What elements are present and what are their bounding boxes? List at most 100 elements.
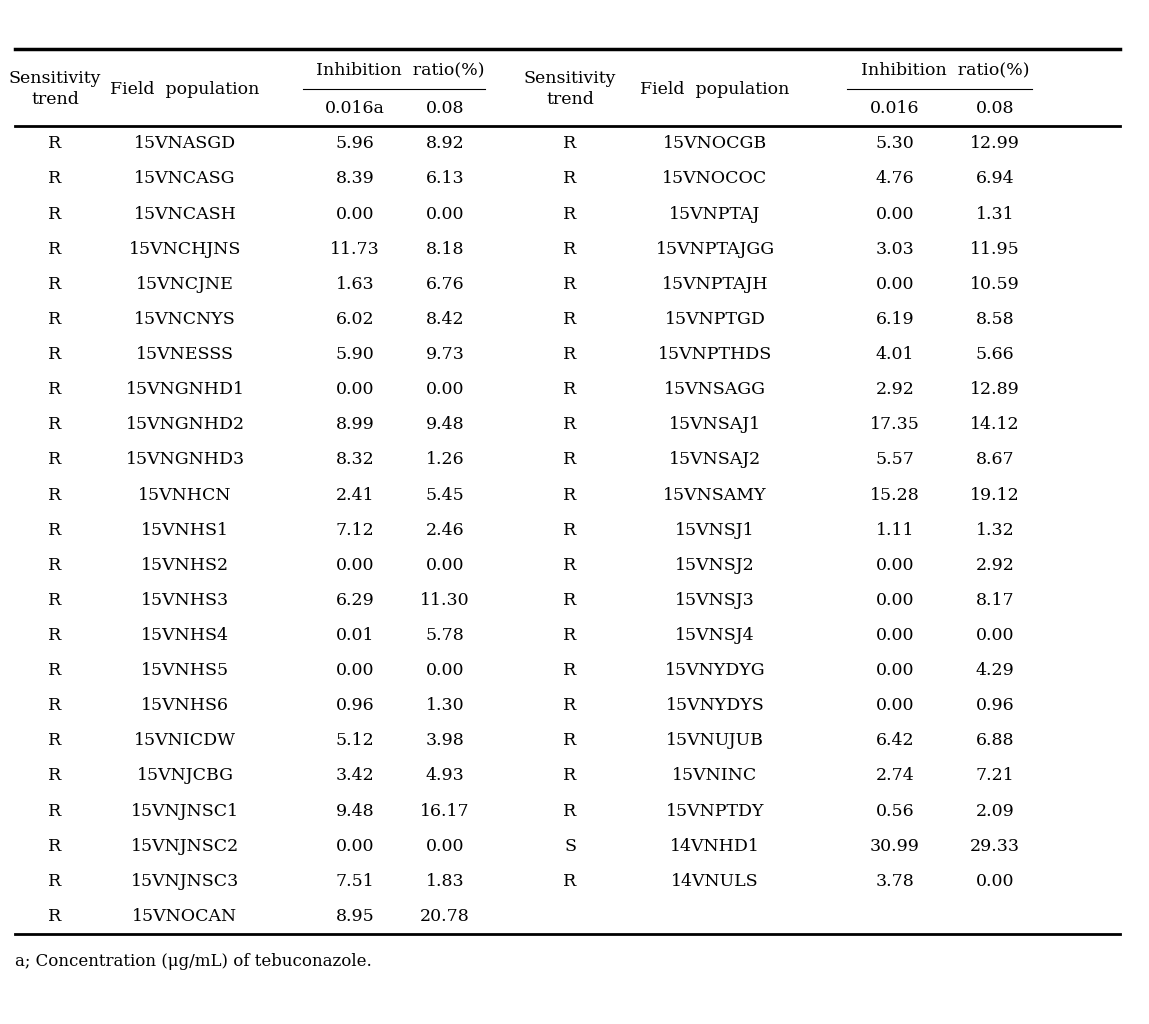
Text: 2.41: 2.41 — [336, 486, 375, 504]
Text: R: R — [48, 241, 62, 258]
Text: 6.88: 6.88 — [976, 732, 1015, 750]
Text: 8.99: 8.99 — [336, 417, 375, 433]
Text: 15VNUJUB: 15VNUJUB — [666, 732, 764, 750]
Text: 15VNSJ2: 15VNSJ2 — [676, 557, 755, 573]
Text: 29.33: 29.33 — [970, 838, 1020, 855]
Text: 15VNJNSC1: 15VNJNSC1 — [131, 803, 239, 819]
Text: R: R — [563, 135, 577, 153]
Text: R: R — [48, 206, 62, 222]
Text: R: R — [48, 627, 62, 644]
Text: R: R — [48, 767, 62, 784]
Text: 0.00: 0.00 — [426, 838, 464, 855]
Text: R: R — [563, 346, 577, 364]
Text: 0.00: 0.00 — [876, 275, 915, 293]
Text: 15VNPTAJGG: 15VNPTAJGG — [655, 241, 774, 258]
Text: R: R — [563, 241, 577, 258]
Text: 8.17: 8.17 — [976, 592, 1015, 609]
Text: 3.98: 3.98 — [425, 732, 464, 750]
Text: 8.92: 8.92 — [425, 135, 464, 153]
Text: 5.57: 5.57 — [876, 452, 915, 468]
Text: 10.59: 10.59 — [970, 275, 1020, 293]
Text: 0.01: 0.01 — [336, 627, 375, 644]
Text: Sensitivity
trend: Sensitivity trend — [524, 71, 616, 109]
Text: R: R — [48, 346, 62, 364]
Text: R: R — [563, 697, 577, 714]
Text: 0.00: 0.00 — [336, 206, 375, 222]
Text: 0.56: 0.56 — [876, 803, 915, 819]
Text: 15VNINC: 15VNINC — [672, 767, 757, 784]
Text: 5.45: 5.45 — [425, 486, 464, 504]
Text: 0.00: 0.00 — [426, 663, 464, 679]
Text: 5.12: 5.12 — [336, 732, 375, 750]
Text: 4.76: 4.76 — [876, 170, 915, 187]
Text: 0.00: 0.00 — [426, 206, 464, 222]
Text: 7.12: 7.12 — [336, 521, 375, 539]
Text: 15VNSAGG: 15VNSAGG — [664, 381, 766, 398]
Text: 8.95: 8.95 — [336, 908, 375, 925]
Text: 4.93: 4.93 — [425, 767, 464, 784]
Text: 17.35: 17.35 — [870, 417, 920, 433]
Text: R: R — [563, 592, 577, 609]
Text: 15VNYDYG: 15VNYDYG — [664, 663, 765, 679]
Text: Field  population: Field population — [110, 81, 260, 98]
Text: 6.76: 6.76 — [425, 275, 464, 293]
Text: 20.78: 20.78 — [421, 908, 470, 925]
Text: 1.26: 1.26 — [425, 452, 464, 468]
Text: 0.00: 0.00 — [976, 872, 1015, 890]
Text: 15VNHS5: 15VNHS5 — [141, 663, 229, 679]
Text: 15VNGNHD1: 15VNGNHD1 — [125, 381, 245, 398]
Text: 15VNCASG: 15VNCASG — [134, 170, 236, 187]
Text: 15VNCNYS: 15VNCNYS — [134, 311, 236, 328]
Text: R: R — [563, 452, 577, 468]
Text: 0.016: 0.016 — [870, 100, 919, 117]
Text: Inhibition  ratio(%): Inhibition ratio(%) — [861, 61, 1030, 79]
Text: R: R — [563, 803, 577, 819]
Text: 6.29: 6.29 — [336, 592, 375, 609]
Text: R: R — [563, 732, 577, 750]
Text: R: R — [563, 872, 577, 890]
Text: 4.29: 4.29 — [976, 663, 1015, 679]
Text: 15VNHS3: 15VNHS3 — [141, 592, 229, 609]
Text: R: R — [563, 417, 577, 433]
Text: 6.19: 6.19 — [876, 311, 915, 328]
Text: 0.00: 0.00 — [336, 557, 375, 573]
Text: R: R — [563, 170, 577, 187]
Text: S: S — [564, 838, 576, 855]
Text: 0.08: 0.08 — [426, 100, 464, 117]
Text: 8.67: 8.67 — [976, 452, 1015, 468]
Text: 2.92: 2.92 — [876, 381, 915, 398]
Text: 9.48: 9.48 — [336, 803, 375, 819]
Text: 12.89: 12.89 — [970, 381, 1020, 398]
Text: 15VNOCOC: 15VNOCOC — [662, 170, 768, 187]
Text: 12.99: 12.99 — [970, 135, 1020, 153]
Text: R: R — [48, 557, 62, 573]
Text: R: R — [48, 697, 62, 714]
Text: 1.32: 1.32 — [976, 521, 1015, 539]
Text: 1.83: 1.83 — [425, 872, 464, 890]
Text: 15.28: 15.28 — [870, 486, 920, 504]
Text: 6.42: 6.42 — [876, 732, 915, 750]
Text: 14VNULS: 14VNULS — [671, 872, 758, 890]
Text: 15VNSAJ2: 15VNSAJ2 — [669, 452, 761, 468]
Text: 5.96: 5.96 — [336, 135, 375, 153]
Text: R: R — [48, 908, 62, 925]
Text: 15VNHCN: 15VNHCN — [138, 486, 232, 504]
Text: R: R — [563, 381, 577, 398]
Text: a; Concentration (μg/mL) of tebuconazole.: a; Concentration (μg/mL) of tebuconazole… — [15, 953, 372, 971]
Text: 15VNGNHD3: 15VNGNHD3 — [125, 452, 245, 468]
Text: 0.00: 0.00 — [336, 663, 375, 679]
Text: R: R — [563, 486, 577, 504]
Text: 0.00: 0.00 — [876, 592, 915, 609]
Text: 5.78: 5.78 — [425, 627, 464, 644]
Text: 8.18: 8.18 — [426, 241, 464, 258]
Text: 8.39: 8.39 — [336, 170, 375, 187]
Text: R: R — [48, 521, 62, 539]
Text: 15VNPTDY: 15VNPTDY — [665, 803, 764, 819]
Text: R: R — [48, 663, 62, 679]
Text: R: R — [48, 311, 62, 328]
Text: 19.12: 19.12 — [970, 486, 1020, 504]
Text: R: R — [48, 486, 62, 504]
Text: 1.11: 1.11 — [876, 521, 915, 539]
Text: 1.63: 1.63 — [336, 275, 375, 293]
Text: 15VNHS2: 15VNHS2 — [141, 557, 229, 573]
